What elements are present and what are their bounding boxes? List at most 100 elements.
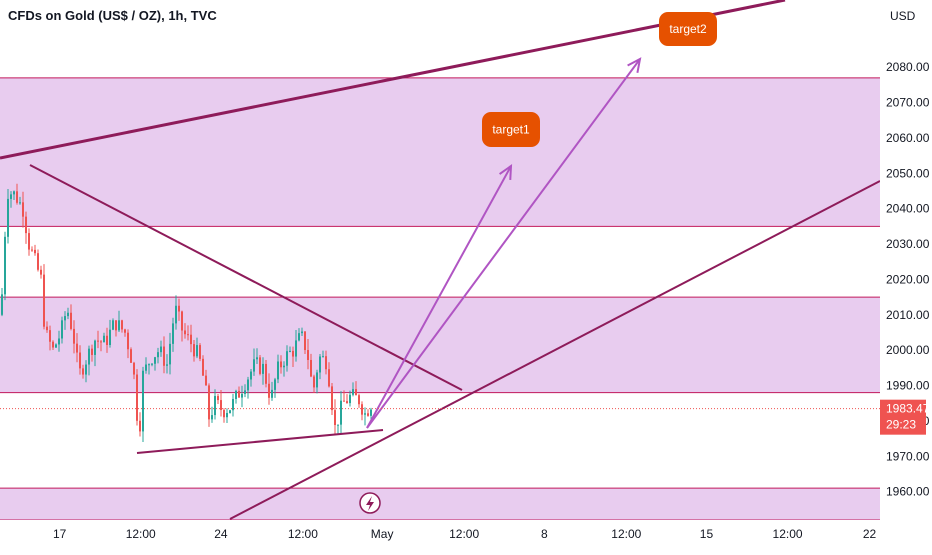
candle-body xyxy=(94,340,96,355)
candle-body xyxy=(16,191,18,203)
candle-body xyxy=(91,348,93,355)
candle-body xyxy=(148,364,150,366)
candle-body xyxy=(277,361,279,380)
candle-body xyxy=(40,269,42,275)
candle-body xyxy=(130,349,132,363)
candle-body xyxy=(256,357,258,360)
target1-arrow[interactable] xyxy=(366,165,512,429)
candle-body xyxy=(319,356,321,373)
currency-label: USD xyxy=(890,9,916,23)
candle-body xyxy=(139,420,141,432)
candle-body xyxy=(136,374,138,421)
candle-body xyxy=(214,396,216,416)
x-tick-label: 24 xyxy=(214,527,228,541)
y-tick-label: 1990.00 xyxy=(886,379,930,393)
candle-body xyxy=(178,305,180,312)
candle-body xyxy=(352,389,354,395)
candle-body xyxy=(70,312,72,329)
candle-body xyxy=(112,320,114,330)
candle-body xyxy=(1,294,3,315)
descending-trendline[interactable] xyxy=(29,164,463,391)
candle-body xyxy=(250,371,252,380)
candle-body xyxy=(304,331,306,351)
candle-body xyxy=(73,328,75,344)
candle-body xyxy=(58,338,60,345)
candle-body xyxy=(241,393,243,398)
target2-arrow[interactable] xyxy=(366,58,641,429)
bubble-label-target2: target2 xyxy=(669,22,707,36)
candle-body xyxy=(208,385,210,420)
y-tick-label: 2010.00 xyxy=(886,308,930,322)
x-tick-label: 12:00 xyxy=(126,527,156,541)
x-tick-label: May xyxy=(371,527,394,541)
candle-body xyxy=(361,404,363,415)
candle-body xyxy=(220,400,222,411)
support-trendline[interactable] xyxy=(136,429,384,454)
y-tick-label: 2050.00 xyxy=(886,166,930,180)
candle-body xyxy=(283,365,285,368)
bubble-target1[interactable] xyxy=(482,112,540,147)
candle-body xyxy=(247,379,249,391)
candle-body xyxy=(346,401,348,404)
candle-body xyxy=(187,334,189,336)
candle-body xyxy=(28,233,30,250)
upper-channel-line[interactable] xyxy=(0,0,786,160)
candle-body xyxy=(316,372,318,388)
candle-body xyxy=(118,320,120,331)
candle-body xyxy=(211,415,213,420)
candle-body xyxy=(13,191,15,195)
candle-body xyxy=(169,343,171,365)
candle-body xyxy=(76,343,78,353)
lightning-icon-glyph xyxy=(366,496,374,511)
candle-body xyxy=(262,363,264,374)
bubble-target2[interactable] xyxy=(659,12,717,46)
x-tick-label: 12:00 xyxy=(773,527,803,541)
y-tick-label: 2070.00 xyxy=(886,96,930,110)
candle-body xyxy=(328,369,330,387)
candle-body xyxy=(253,359,255,372)
candle-body xyxy=(280,361,282,368)
candle-body xyxy=(232,398,234,411)
x-tick-label: 15 xyxy=(700,527,714,541)
candle-body xyxy=(19,202,21,204)
bubble-label-target1: target1 xyxy=(492,123,530,137)
lower-channel-line[interactable] xyxy=(229,180,881,520)
candle-body xyxy=(97,340,99,342)
x-tick-label: 12:00 xyxy=(449,527,479,541)
candle-body xyxy=(124,329,126,333)
candle-body xyxy=(307,350,309,360)
candle-body xyxy=(190,334,192,345)
candle-body xyxy=(340,400,342,425)
candle-body xyxy=(46,326,48,331)
candle-body xyxy=(142,370,144,432)
candle-body xyxy=(109,329,111,345)
candle-body xyxy=(55,344,57,348)
countdown-value: 29:23 xyxy=(886,418,916,432)
candle-body xyxy=(370,409,372,416)
candle-body xyxy=(49,330,51,342)
candle-body xyxy=(244,390,246,394)
y-tick-label: 2060.00 xyxy=(886,131,930,145)
candle-body xyxy=(229,410,231,413)
candle-body xyxy=(121,320,123,330)
candle-body xyxy=(127,332,129,350)
zone-1 xyxy=(0,297,880,393)
candle-body xyxy=(157,352,159,358)
candle-body xyxy=(310,359,312,377)
x-tick-label: 12:00 xyxy=(611,527,641,541)
candle-body xyxy=(295,340,297,357)
candle-body xyxy=(154,357,156,364)
x-tick-label: 22 xyxy=(863,527,877,541)
y-tick-label: 2080.00 xyxy=(886,60,930,74)
candle-body xyxy=(196,345,198,357)
price-axis-bg xyxy=(880,0,932,550)
candle-body xyxy=(292,350,294,357)
candle-body xyxy=(52,341,54,348)
candle-body xyxy=(160,346,162,353)
candle-body xyxy=(202,358,204,376)
candle-body xyxy=(88,348,90,365)
candle-body xyxy=(31,249,33,251)
candle-body xyxy=(331,386,333,411)
